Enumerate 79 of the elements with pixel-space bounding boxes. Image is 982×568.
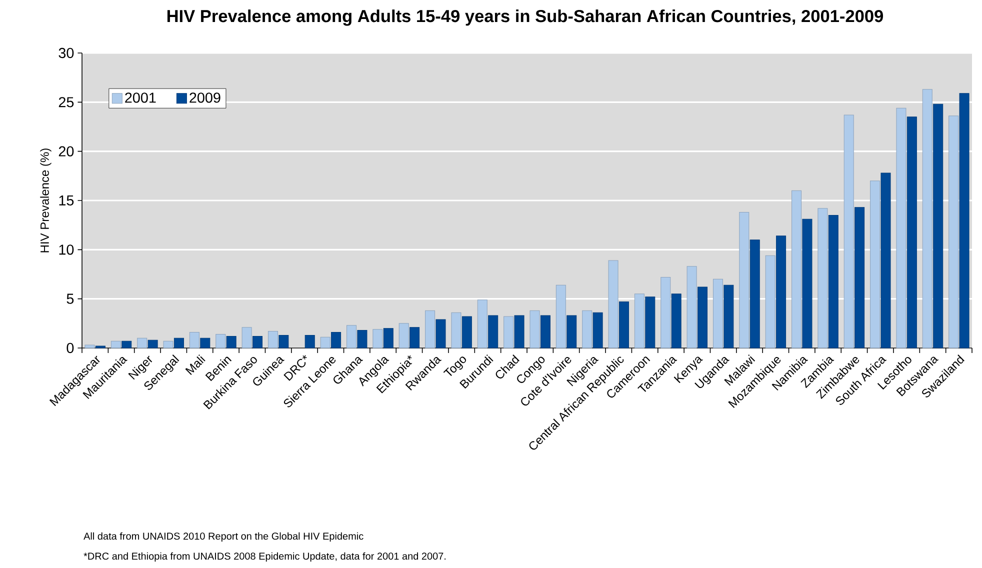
- bar: [462, 316, 472, 348]
- bar: [398, 323, 409, 348]
- bar: [933, 104, 944, 348]
- bar: [608, 260, 618, 348]
- y-tick-label: 25: [58, 97, 74, 108]
- bar: [776, 236, 786, 348]
- bar: [854, 207, 865, 348]
- bar: [530, 310, 540, 348]
- legend-label: 2001: [125, 92, 156, 103]
- bar: [671, 294, 682, 348]
- bar: [252, 336, 262, 348]
- bar: [346, 325, 357, 348]
- bar: [765, 255, 776, 348]
- y-tick-label: 0: [66, 342, 74, 354]
- bar: [896, 108, 906, 348]
- bar: [200, 338, 210, 348]
- bar: [110, 340, 121, 348]
- bar: [320, 336, 330, 348]
- bar: [278, 334, 289, 348]
- bar: [148, 340, 158, 348]
- bar: [592, 312, 603, 348]
- bar: [792, 190, 802, 348]
- bar: [618, 302, 629, 348]
- chart-title: HIV Prevalence among Adults 15-49 years in Sub-Saharan African Countries, 2001-2009: [167, 10, 884, 26]
- bar: [582, 310, 592, 348]
- bar: [540, 315, 550, 348]
- bar: [698, 286, 708, 348]
- bar: [425, 310, 436, 348]
- bar: [372, 329, 383, 348]
- bar: [844, 114, 854, 348]
- bar: [828, 215, 838, 348]
- bar: [331, 332, 342, 348]
- bar: [268, 331, 278, 348]
- bar: [504, 316, 514, 348]
- bar: [226, 336, 236, 348]
- y-tick-label: 20: [58, 146, 74, 156]
- bar: [122, 340, 132, 348]
- y-tick-label: 30: [58, 48, 74, 58]
- bar: [488, 315, 498, 348]
- bar: [948, 116, 959, 348]
- bar: [137, 338, 148, 348]
- bar: [163, 340, 174, 348]
- bar: [242, 327, 252, 348]
- bar: [357, 330, 368, 348]
- bar: [304, 334, 315, 348]
- bar: [84, 344, 95, 348]
- bar: [750, 240, 760, 348]
- text: All data from UNAIDS 2010 Report on the Global HIV Epidemic: [84, 532, 364, 542]
- bar: [906, 116, 917, 348]
- bar: [514, 315, 524, 348]
- bar: [216, 334, 226, 348]
- bar: [477, 300, 488, 348]
- y-tick-label: 15: [59, 195, 74, 206]
- bar: [189, 332, 200, 348]
- bar: [818, 208, 828, 348]
- bar: [451, 312, 462, 348]
- bar: [739, 212, 750, 348]
- y-tick-label: 10: [59, 244, 74, 255]
- bar: [724, 284, 734, 348]
- bar: [634, 294, 644, 348]
- bar: [870, 180, 880, 348]
- bar: [645, 296, 656, 348]
- bar: [410, 327, 420, 348]
- bar: [436, 319, 446, 348]
- bar: [383, 328, 394, 348]
- bar: [880, 172, 891, 348]
- bar: [566, 315, 577, 348]
- text: *DRC and Ethiopia from UNAIDS 2008 Epidemic Update, data for 2001 and 2007.: [84, 552, 446, 562]
- bar: [959, 93, 970, 348]
- bar: [712, 278, 723, 348]
- bar: [686, 266, 697, 348]
- bar: [556, 284, 566, 348]
- bar: [802, 218, 812, 348]
- bar: [922, 89, 932, 348]
- y-axis-title: HIV Prevalence (%): [40, 148, 52, 252]
- bar: [660, 276, 671, 348]
- bar: [174, 338, 184, 348]
- y-tick-label: 5: [66, 294, 74, 304]
- legend-label: 2009: [190, 92, 220, 103]
